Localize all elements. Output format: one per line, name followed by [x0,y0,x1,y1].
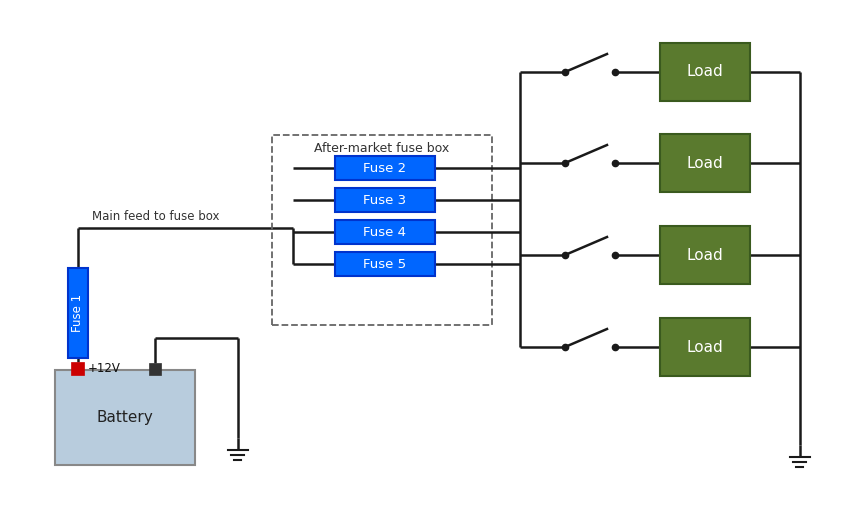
Text: Fuse 1: Fuse 1 [71,294,84,332]
Text: Fuse 5: Fuse 5 [364,258,406,270]
Text: Fuse 4: Fuse 4 [364,226,406,238]
Bar [660,134,750,192]
Text: Fuse 3: Fuse 3 [364,193,406,207]
Text: Load: Load [687,339,723,355]
Bar [660,318,750,376]
Text: After-market fuse box: After-market fuse box [314,141,450,155]
Bar [71,362,84,375]
Text: Battery: Battery [97,410,153,425]
Text: +12V: +12V [88,362,121,374]
Bar [335,252,435,276]
Text: Load: Load [687,247,723,262]
Text: Load: Load [687,64,723,80]
Text: Load: Load [687,156,723,170]
Text: Fuse 2: Fuse 2 [364,161,406,175]
Bar [660,226,750,284]
Bar [55,370,195,465]
Text: Main feed to fuse box: Main feed to fuse box [92,210,219,222]
Bar [660,43,750,101]
Bar [272,135,492,325]
Bar [335,220,435,244]
Bar [335,188,435,212]
Bar [149,363,161,375]
Bar [68,268,88,358]
Bar [335,156,435,180]
